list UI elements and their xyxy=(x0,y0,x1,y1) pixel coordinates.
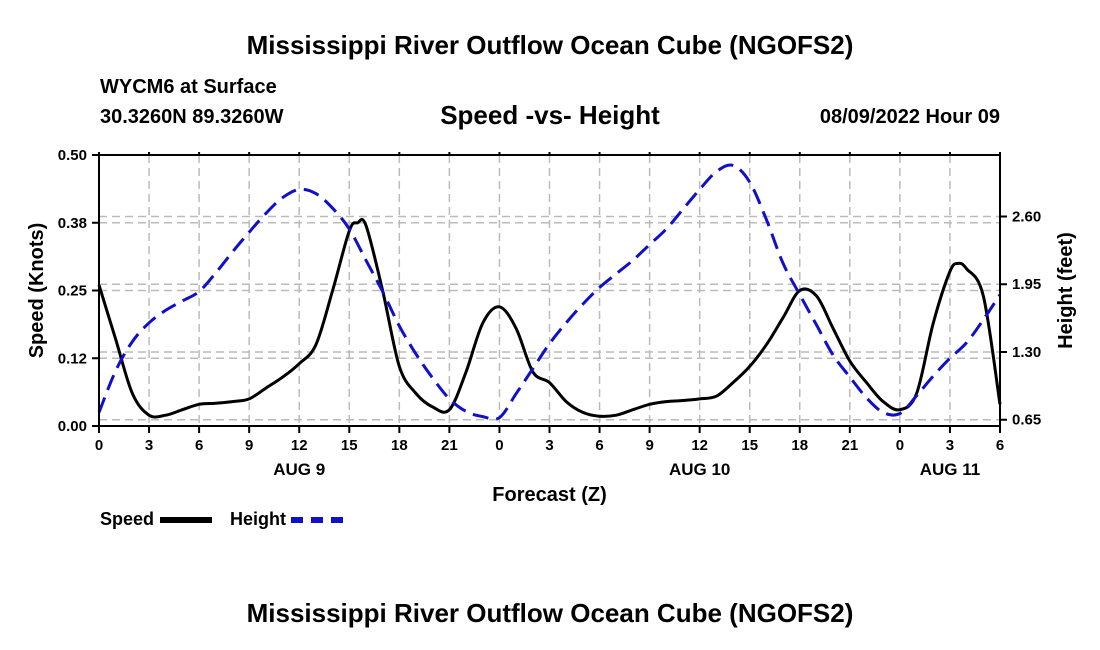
y-right-tick-label: 1.95 xyxy=(1012,276,1041,293)
chart-subtitle: Speed -vs- Height xyxy=(440,100,660,130)
x-tick-label: 18 xyxy=(791,437,808,454)
legend-height-label: Height xyxy=(230,509,286,529)
x-axis-title: Forecast (Z) xyxy=(492,484,606,506)
date-label: AUG 9 xyxy=(273,460,325,479)
chart-labels: 0 3 6 9 12 15 18 21 0 3 6 9 12 15 18 21 0 3 6 AUG 9 AUG 10 AU… xyxy=(26,147,1077,506)
chart-grid xyxy=(99,155,1000,426)
legend-speed-swatch xyxy=(160,517,212,523)
legend-height-swatch xyxy=(291,517,343,523)
y-left-tick-label: 0.50 xyxy=(58,147,87,164)
date-label: AUG 11 xyxy=(920,460,980,479)
x-tick-label: 12 xyxy=(291,437,308,454)
y-left-tick-label: 0.12 xyxy=(58,350,87,367)
x-tick-label: 6 xyxy=(195,437,203,454)
x-tick-label: 15 xyxy=(341,437,358,454)
x-tick-label: 12 xyxy=(691,437,708,454)
y-left-tick-label: 0.00 xyxy=(58,418,87,435)
x-tick-label: 15 xyxy=(741,437,758,454)
x-tick-label: 9 xyxy=(645,437,653,454)
series-line-speed xyxy=(97,217,1002,419)
x-tick-label: 6 xyxy=(595,437,603,454)
x-tick-label: 21 xyxy=(441,437,458,454)
chart-title: Mississippi River Outflow Ocean Cube (NG… xyxy=(246,30,854,60)
footer-title: Mississippi River Outflow Ocean Cube (NG… xyxy=(246,598,854,628)
x-tick-label: 18 xyxy=(391,437,408,454)
x-tick-label: 9 xyxy=(245,437,253,454)
x-tick-label: 3 xyxy=(545,437,553,454)
x-tick-label: 3 xyxy=(145,437,153,454)
plot-frame xyxy=(98,154,1001,427)
forecast-datetime: 08/09/2022 Hour 09 xyxy=(819,106,1000,128)
chart-ticks xyxy=(92,152,1007,433)
y-right-axis-title: Height (feet) xyxy=(1055,232,1077,349)
y-left-tick-label: 0.38 xyxy=(58,215,87,232)
x-tick-label: 6 xyxy=(996,437,1004,454)
legend-speed-label: Speed xyxy=(100,509,155,529)
chart-series xyxy=(97,163,1002,421)
x-tick-label: 0 xyxy=(896,437,904,454)
x-tick-label: 3 xyxy=(946,437,954,454)
x-tick-label: 0 xyxy=(95,437,103,454)
y-left-axis-title: Speed (Knots) xyxy=(26,223,48,359)
series-line-height xyxy=(97,163,1002,421)
coordinates-label: 30.3260N 89.3260W xyxy=(100,106,284,128)
x-tick-label: 21 xyxy=(841,437,858,454)
date-label: AUG 10 xyxy=(669,460,730,479)
x-tick-label: 0 xyxy=(495,437,503,454)
station-label: WYCM6 at Surface xyxy=(100,76,277,98)
y-right-tick-label: 0.65 xyxy=(1012,412,1041,429)
y-left-tick-label: 0.25 xyxy=(58,283,87,300)
y-right-tick-label: 1.30 xyxy=(1012,344,1041,361)
y-right-tick-label: 2.60 xyxy=(1012,208,1041,225)
